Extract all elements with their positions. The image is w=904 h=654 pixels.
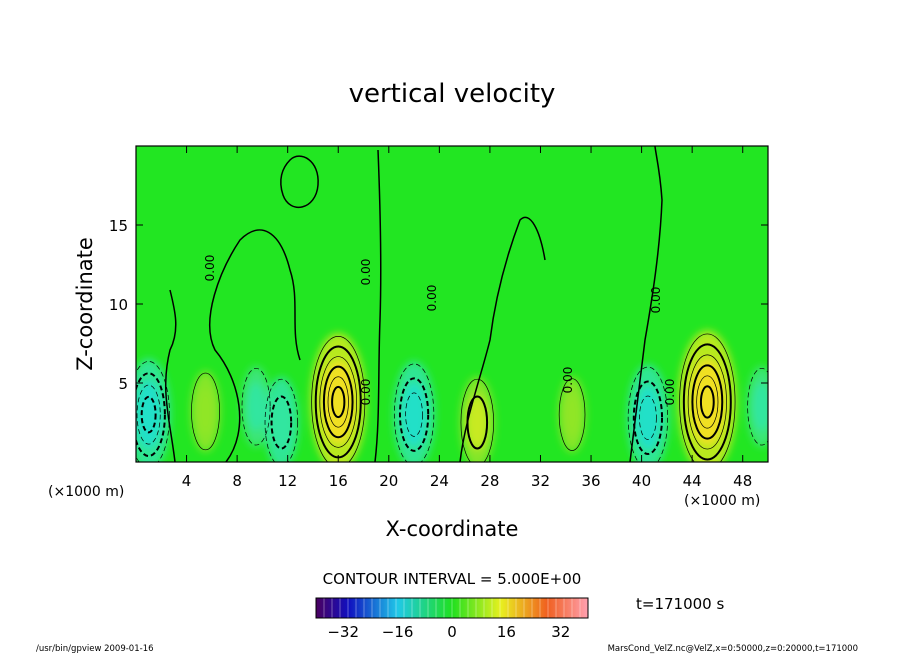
colorbar-tick-label: 32 [551, 623, 570, 641]
contour-zero [280, 155, 319, 209]
y-axis-label: Z-coordinate [73, 237, 97, 371]
contour-interval-text: CONTOUR INTERVAL = 5.000E+00 [323, 570, 582, 588]
contour-positive [327, 376, 349, 428]
x-tick-label: 24 [430, 472, 449, 490]
y-tick-label: 10 [109, 296, 128, 314]
colorbar-gradient [316, 598, 588, 618]
contour-zero [459, 216, 546, 462]
contour-zero [374, 149, 382, 462]
contour-positive [319, 356, 358, 448]
x-tick-label: 40 [632, 472, 651, 490]
x-tick-label: 4 [182, 472, 192, 490]
y-tick-label: 5 [118, 375, 128, 393]
chart-title: vertical velocity [349, 79, 556, 109]
heatmap-background [136, 146, 768, 462]
footer-left: /usr/bin/gpview 2009-01-16 [36, 644, 154, 654]
contour-positive [699, 385, 715, 419]
contour-negative [140, 395, 157, 434]
contour-negative [270, 395, 293, 450]
heatmap-blob-core [196, 387, 215, 436]
contour-negative [136, 372, 166, 457]
heatmap-blob-core [247, 382, 265, 431]
x-axis: 4 8 12 16 20 24 28 32 36 40 44 48 [182, 146, 752, 490]
colorbar-tick-label: −32 [327, 623, 359, 641]
contour-positive [558, 378, 586, 451]
contour-negative [264, 378, 299, 462]
contour-negative [632, 380, 664, 455]
contour-negative [639, 395, 657, 440]
x-unit-right: (×1000 m) [684, 493, 760, 509]
contour-positive [331, 385, 346, 419]
contour-label: 0.00 [203, 255, 217, 282]
contour-positive [311, 336, 366, 462]
contour-zero [165, 289, 177, 462]
x-tick-label: 32 [531, 472, 550, 490]
plot-area: 0.00 0.00 0.00 0.00 0.00 0.00 0.00 [135, 145, 769, 463]
contour-negative [627, 366, 669, 462]
heatmap-blob-core [136, 381, 162, 449]
x-tick-label: 36 [581, 472, 600, 490]
heatmap-blob-core [321, 360, 356, 444]
contour-positive [191, 372, 220, 451]
contour-negative [405, 392, 423, 437]
x-tick-label: 12 [278, 472, 297, 490]
contour-label: 0.00 [649, 287, 663, 314]
contour-negative [241, 367, 271, 446]
x-tick-label: 48 [733, 472, 752, 490]
time-label: t=171000 s [636, 595, 724, 613]
heatmap-blob-core [401, 382, 427, 447]
x-tick-label: 8 [232, 472, 242, 490]
x-tick-label: 20 [379, 472, 398, 490]
colorbar: −32 −16 0 16 32 [315, 597, 589, 641]
x-unit-left: (×1000 m) [48, 484, 124, 500]
colorbar-tick-label: 0 [447, 623, 457, 641]
y-axis: 5 10 15 [109, 217, 768, 393]
heatmap-blob-core [466, 395, 488, 450]
heatmap-blob-core [689, 359, 725, 445]
footer-right: MarsCond_VelZ.nc@VelZ,x=0:50000,z=0:2000… [608, 644, 858, 654]
contour-zero [209, 229, 301, 462]
contour-label: 0.00 [425, 285, 439, 312]
contour-positive [322, 365, 354, 439]
contour-negative [398, 377, 430, 452]
colorbar-tick-label: −16 [382, 623, 414, 641]
contour-label: 0.00 [663, 379, 677, 406]
x-tick-label: 16 [329, 472, 348, 490]
heatmap-blob-core [563, 391, 581, 438]
contour-positive [696, 375, 719, 429]
contour-label: 0.00 [561, 367, 575, 394]
heatmap-blob-core [752, 382, 768, 431]
contour-positive [682, 343, 732, 461]
contour-zero [629, 146, 663, 462]
contour-label: 0.00 [359, 259, 373, 286]
contour-positive [691, 364, 724, 440]
colorbar-frame [315, 597, 589, 619]
x-axis-label: X-coordinate [386, 517, 519, 541]
contour-positive [679, 333, 736, 462]
contour-label: 0.00 [359, 379, 373, 406]
contour-negative [393, 363, 435, 462]
heatmap-blob-core [271, 395, 292, 450]
y-tick-label: 15 [109, 217, 128, 235]
contour-positive [460, 378, 494, 462]
contour-positive [687, 354, 727, 450]
colorbar-tick-label: 16 [497, 623, 516, 641]
contour-negative [747, 367, 768, 446]
contour-negative [136, 384, 161, 445]
heatmap-blob-core [635, 385, 661, 450]
x-tick-label: 44 [683, 472, 702, 490]
x-tick-label: 28 [480, 472, 499, 490]
contour-negative [136, 361, 170, 462]
